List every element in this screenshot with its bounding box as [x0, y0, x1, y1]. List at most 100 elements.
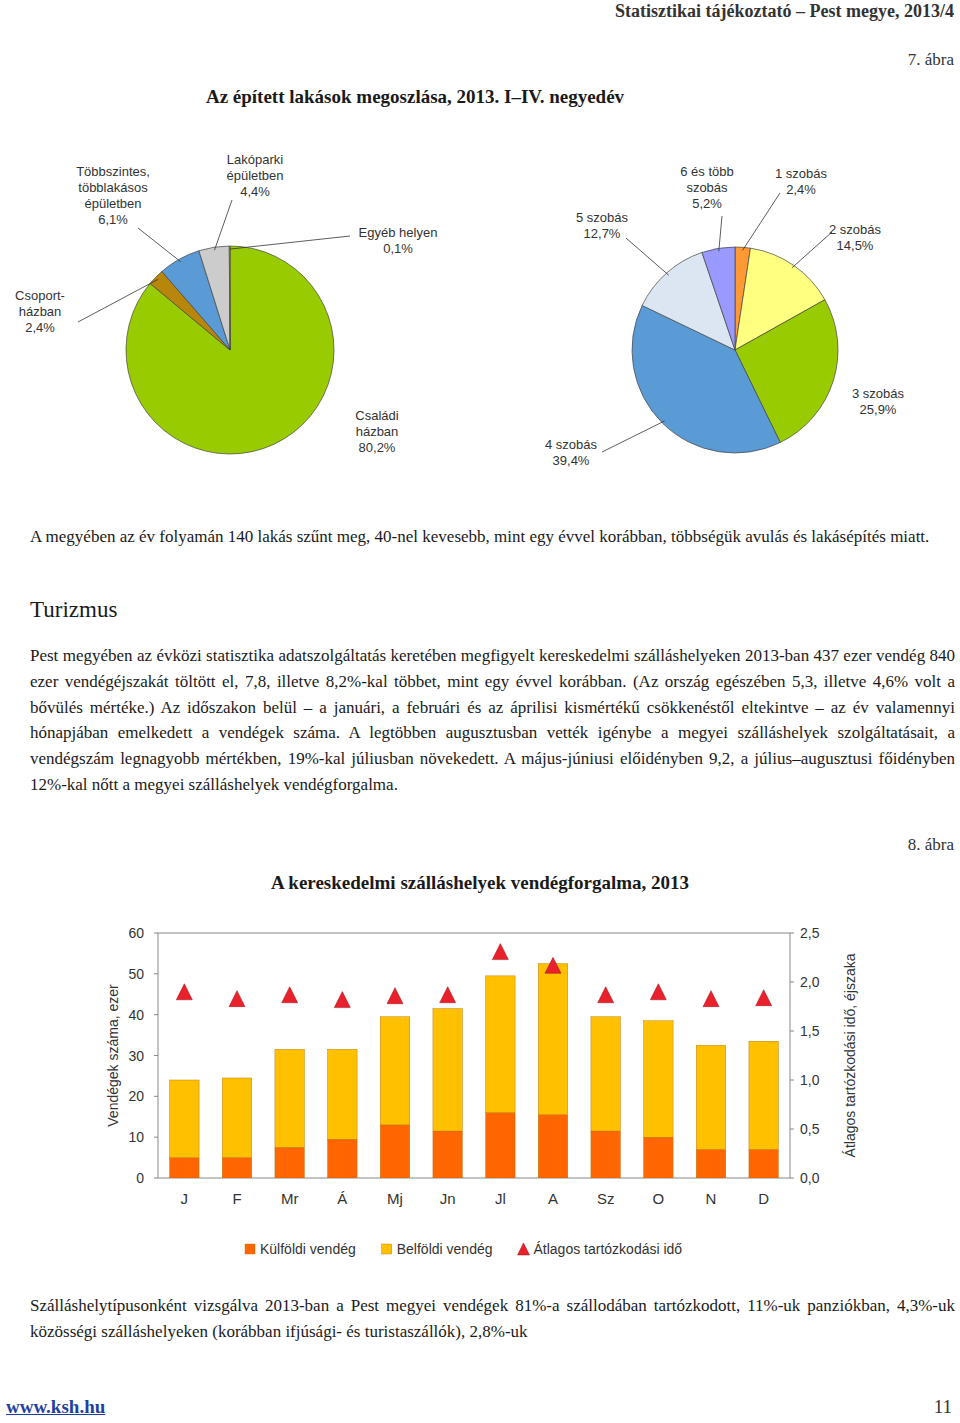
pie-label-name: Családi házban — [347, 408, 407, 440]
tick-mark — [790, 933, 794, 934]
pie-label-value: 25,9% — [843, 402, 913, 418]
pie-label-name: 5 szobás — [567, 210, 637, 226]
leader-line — [719, 216, 722, 251]
tick-mark — [154, 1137, 158, 1138]
pie-label-value: 6,1% — [63, 212, 163, 228]
point — [650, 984, 666, 1000]
tick-mark — [154, 973, 158, 974]
bar — [696, 1149, 725, 1178]
tick-label: 60 — [128, 925, 144, 941]
pie-label-value: 14,5% — [820, 238, 890, 254]
pie-label: Csoport-házban2,4% — [10, 288, 70, 336]
tick-label: 0,5 — [800, 1121, 820, 1137]
page-number: 11 — [934, 1396, 952, 1418]
leader-line — [78, 279, 158, 322]
tick-mark — [790, 1080, 794, 1081]
section-title: Turizmus — [30, 597, 117, 623]
pie-label-value: 4,4% — [215, 184, 295, 200]
bar — [538, 964, 567, 1115]
tick-mark — [790, 1178, 794, 1179]
tick-label: 0,0 — [800, 1170, 820, 1186]
axis-label: Átlagos tartózkodási idő, éjszaka — [842, 953, 858, 1157]
point — [598, 987, 614, 1003]
tick-mark — [154, 1096, 158, 1097]
paragraph: Szálláshelytípusonként vizsgálva 2013-ba… — [30, 1293, 955, 1345]
tick-mark — [154, 1178, 158, 1179]
tick-mark — [790, 982, 794, 983]
page: A kereskedelmi szálláshelyek vendégforga… — [0, 0, 960, 1423]
pie-label-value: 39,4% — [536, 453, 606, 469]
pie-label-name: 3 szobás — [843, 386, 913, 402]
bar — [486, 976, 515, 1113]
point — [703, 991, 719, 1007]
tick-label: 30 — [128, 1048, 144, 1064]
legend: Külföldi vendégBelföldi vendégÁtlagos ta… — [245, 1241, 682, 1257]
bar — [644, 1021, 673, 1137]
bar — [433, 1009, 462, 1132]
legend-symbol — [518, 1243, 530, 1255]
pie-label: 3 szobás25,9% — [843, 386, 913, 418]
tick-label: 2,5 — [800, 925, 820, 941]
pie-label-value: 2,4% — [766, 182, 836, 198]
footer-url: www.ksh.hu — [6, 1396, 105, 1418]
pie-label-name: 1 szobás — [766, 166, 836, 182]
bar — [380, 1017, 409, 1125]
figure-number: 8. ábra — [908, 835, 954, 855]
leader-line — [792, 232, 832, 268]
pie — [126, 246, 334, 454]
bar — [170, 1158, 199, 1178]
bar — [433, 1131, 462, 1178]
bar — [749, 1149, 778, 1178]
tick-label: 1,0 — [800, 1072, 820, 1088]
point — [387, 988, 403, 1004]
axis-label: Vendégek száma, ezer — [105, 984, 121, 1127]
pie-label-name: Egyéb helyen — [348, 225, 448, 241]
leader-line — [626, 238, 669, 275]
legend-symbol — [245, 1244, 255, 1254]
leader-line — [230, 236, 350, 249]
leader-line — [602, 421, 665, 452]
category-label: A — [548, 1190, 558, 1207]
chart-title: A kereskedelmi szálláshelyek vendégforga… — [271, 872, 689, 893]
category-label: N — [706, 1190, 717, 1207]
legend-label: Átlagos tartózkodási idő — [534, 1241, 683, 1257]
leader-line — [138, 228, 181, 262]
pie-slice — [199, 246, 230, 350]
bar — [591, 1017, 620, 1131]
tick-label: 40 — [128, 1007, 144, 1023]
paragraph: Pest megyében az évközi statisztika adat… — [30, 643, 955, 798]
point — [492, 944, 508, 960]
category-label: Jn — [440, 1190, 456, 1207]
bar — [328, 1139, 357, 1178]
tick-label: 10 — [128, 1129, 144, 1145]
bar — [749, 1041, 778, 1149]
plot-marks — [170, 944, 779, 1178]
pie-label: 6 és több szobás5,2% — [672, 164, 742, 212]
pie-slice — [229, 246, 231, 350]
leader-line — [214, 200, 232, 250]
point — [229, 991, 245, 1007]
category-label: F — [232, 1190, 241, 1207]
bar — [275, 1049, 304, 1147]
pie-slice — [126, 246, 334, 454]
category-label: Mj — [387, 1190, 403, 1207]
pie-label-name: 4 szobás — [536, 437, 606, 453]
category-label: Sz — [597, 1190, 615, 1207]
tick-label: 50 — [128, 966, 144, 982]
pie-label-name: 6 és több szobás — [672, 164, 742, 196]
pie-label-value: 80,2% — [347, 440, 407, 456]
tick-mark — [790, 1031, 794, 1032]
category-label: O — [652, 1190, 664, 1207]
category-label: Mr — [281, 1190, 299, 1207]
tick-label: 20 — [128, 1088, 144, 1104]
figure-title: Az épített lakások megoszlása, 2013. I–I… — [0, 86, 830, 108]
category-label: Jl — [495, 1190, 506, 1207]
bar — [486, 1113, 515, 1178]
pie-label-name: Csoport-házban — [10, 288, 70, 320]
pie-label: Családi házban80,2% — [347, 408, 407, 456]
figure-number: 7. ábra — [908, 50, 954, 70]
bar — [275, 1147, 304, 1178]
bar — [328, 1049, 357, 1139]
bar — [222, 1078, 251, 1158]
bar — [591, 1131, 620, 1178]
